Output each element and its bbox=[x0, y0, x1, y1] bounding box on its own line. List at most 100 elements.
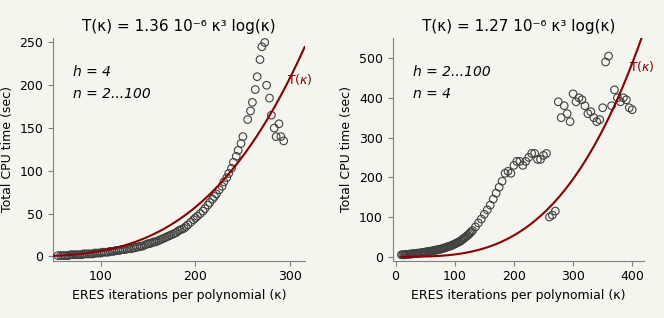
Point bbox=[274, 121, 284, 126]
Point bbox=[173, 228, 184, 233]
Point bbox=[262, 83, 272, 88]
Point bbox=[276, 134, 286, 139]
Point bbox=[214, 187, 224, 192]
Point bbox=[97, 250, 108, 255]
Point bbox=[147, 240, 157, 245]
Point bbox=[439, 245, 450, 251]
Point bbox=[65, 252, 76, 257]
Point bbox=[430, 247, 441, 252]
Point bbox=[110, 248, 121, 253]
Point bbox=[141, 242, 151, 247]
Point bbox=[527, 151, 537, 156]
Point bbox=[404, 252, 415, 257]
Point bbox=[114, 248, 125, 253]
Y-axis label: Total CPU time (sec): Total CPU time (sec) bbox=[341, 86, 353, 212]
Point bbox=[198, 209, 208, 214]
Point bbox=[452, 240, 462, 245]
Point bbox=[476, 217, 487, 222]
Point bbox=[203, 203, 213, 208]
Point bbox=[448, 242, 459, 247]
Point bbox=[586, 109, 596, 114]
Point bbox=[539, 153, 549, 158]
Point bbox=[68, 252, 79, 257]
Point bbox=[450, 242, 460, 247]
Point bbox=[576, 97, 587, 102]
Point bbox=[509, 163, 519, 168]
Point bbox=[440, 245, 451, 250]
Point bbox=[451, 241, 461, 246]
Point bbox=[446, 243, 456, 248]
Point bbox=[161, 234, 172, 239]
Point bbox=[94, 251, 104, 256]
Point bbox=[454, 239, 465, 244]
Point bbox=[211, 191, 222, 197]
Point bbox=[447, 243, 457, 248]
Point bbox=[612, 95, 623, 100]
Point bbox=[553, 99, 564, 104]
Point bbox=[124, 246, 134, 251]
Point bbox=[430, 248, 440, 253]
Point bbox=[226, 166, 237, 171]
Point bbox=[82, 251, 92, 256]
Point bbox=[571, 99, 582, 104]
Point bbox=[269, 126, 280, 131]
Point bbox=[408, 251, 418, 256]
Point bbox=[105, 249, 116, 254]
Point bbox=[396, 252, 407, 257]
Point bbox=[479, 212, 489, 217]
Point bbox=[416, 250, 427, 255]
Point bbox=[401, 252, 412, 257]
Point bbox=[410, 251, 421, 256]
Point bbox=[256, 44, 267, 49]
Point bbox=[419, 250, 430, 255]
Point bbox=[621, 97, 631, 102]
Point bbox=[461, 233, 472, 238]
Point bbox=[250, 87, 260, 92]
Point bbox=[414, 251, 424, 256]
Point bbox=[207, 197, 218, 202]
Point bbox=[95, 251, 106, 256]
Point bbox=[88, 251, 98, 256]
Point bbox=[533, 157, 543, 162]
Point bbox=[247, 100, 258, 105]
Point bbox=[78, 251, 89, 256]
Point bbox=[52, 253, 63, 258]
Point bbox=[223, 171, 234, 176]
Text: T($\kappa$): T($\kappa$) bbox=[287, 72, 312, 87]
Point bbox=[165, 232, 176, 238]
Point bbox=[122, 246, 132, 251]
Point bbox=[245, 108, 256, 114]
Point bbox=[460, 235, 471, 240]
Point bbox=[494, 185, 505, 190]
Point bbox=[63, 253, 74, 258]
Point bbox=[397, 252, 408, 257]
Point bbox=[101, 250, 112, 255]
Point bbox=[137, 244, 147, 249]
Point bbox=[185, 220, 196, 225]
Point bbox=[523, 155, 534, 160]
Point bbox=[177, 226, 187, 232]
Point bbox=[61, 253, 72, 258]
Point bbox=[167, 232, 178, 237]
Point bbox=[150, 239, 161, 245]
Point bbox=[238, 134, 248, 139]
Point bbox=[457, 236, 468, 241]
Point bbox=[500, 171, 511, 176]
Point bbox=[618, 95, 629, 100]
Point bbox=[409, 251, 420, 256]
Point bbox=[118, 247, 129, 252]
Point bbox=[76, 252, 87, 257]
Point bbox=[503, 169, 513, 174]
Point bbox=[133, 245, 144, 250]
Point bbox=[80, 251, 91, 256]
Point bbox=[163, 233, 174, 238]
Point bbox=[444, 244, 454, 249]
Point bbox=[580, 103, 590, 108]
Point bbox=[154, 238, 165, 243]
Point bbox=[438, 246, 448, 251]
Point bbox=[398, 252, 409, 257]
Point bbox=[90, 251, 100, 256]
Point bbox=[264, 95, 275, 100]
Point bbox=[529, 151, 540, 156]
Point bbox=[511, 159, 522, 164]
